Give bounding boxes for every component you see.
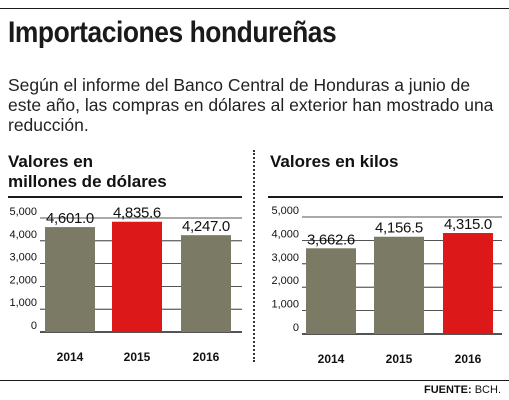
y-tick-label-kilos-0: 0 [293,322,299,334]
bar-kilos-2015 [374,236,424,334]
y-tick-label-kilos-4000: 4,000 [271,228,299,240]
y-tick-label-kilos-1000: 1,000 [271,299,299,311]
bar-kilos-2016 [443,233,493,334]
bar-chart-kilos: 0 1,000 2,000 3,000 4,000 5,000 3,662.6 2014 4,1… [271,205,502,366]
y-tick-label-dollars-4000: 4,000 [9,229,37,241]
value-label-dollars-2014: 4,601.0 [46,210,94,227]
value-label-kilos-2016: 4,315.0 [444,216,492,233]
y-tick-label-dollars-3000: 3,000 [9,252,37,264]
chart-title-dollars: Valores en millones de dólares [8,152,167,192]
x-tick-label-dollars-2016: 2016 [193,350,220,364]
chart-title-kilos-line-1: Valores en kilos [270,152,399,171]
bar-dollars-2016 [181,235,231,332]
chart-title-dollars-line-2: millones de dólares [8,172,167,191]
value-label-dollars-2015: 4,835.6 [113,205,161,222]
y-tick-label-kilos-2000: 2,000 [271,275,299,287]
y-tick-label-dollars-0: 0 [31,320,37,332]
top-rule [0,8,509,9]
bottom-rule [0,380,509,381]
x-tick-label-kilos-2016: 2016 [455,352,482,366]
subtitle: Según el informe del Banco Central de Ho… [8,75,494,135]
source-label: FUENTE: [423,384,472,396]
chart-title-rule-dollars [8,196,242,198]
bar-chart-dollars: 0 1,000 2,000 3,000 4,000 5,000 4,601.0 2014 4,8… [9,205,242,364]
bar-dollars-2015 [112,221,162,332]
y-tick-label-kilos-3000: 3,000 [271,252,299,264]
x-tick-label-kilos-2014: 2014 [318,352,345,366]
x-tick-label-dollars-2014: 2014 [57,350,84,364]
source-note: FUENTE: BCH. [424,384,501,396]
chart-title-kilos: Valores en kilos [270,152,399,172]
chart-title-dollars-line-1: Valores en [8,152,94,171]
value-label-kilos-2014: 3,662.6 [307,231,355,248]
y-tick-label-dollars-5000: 5,000 [9,206,37,218]
value-label-dollars-2016: 4,247.0 [182,218,230,235]
bar-dollars-2014 [45,227,95,332]
x-tick-label-dollars-2015: 2015 [124,350,151,364]
x-tick-label-kilos-2015: 2015 [386,352,413,366]
source-text: BCH. [474,384,501,396]
chart-title-rule-kilos [268,196,503,198]
page-title: Importaciones hondureñas [8,16,337,49]
y-tick-label-dollars-1000: 1,000 [9,297,37,309]
panel-divider [253,150,255,362]
value-label-kilos-2015: 4,156.5 [375,220,423,237]
y-tick-label-dollars-2000: 2,000 [9,274,37,286]
bar-kilos-2014 [306,248,356,334]
y-tick-label-kilos-5000: 5,000 [271,205,299,217]
